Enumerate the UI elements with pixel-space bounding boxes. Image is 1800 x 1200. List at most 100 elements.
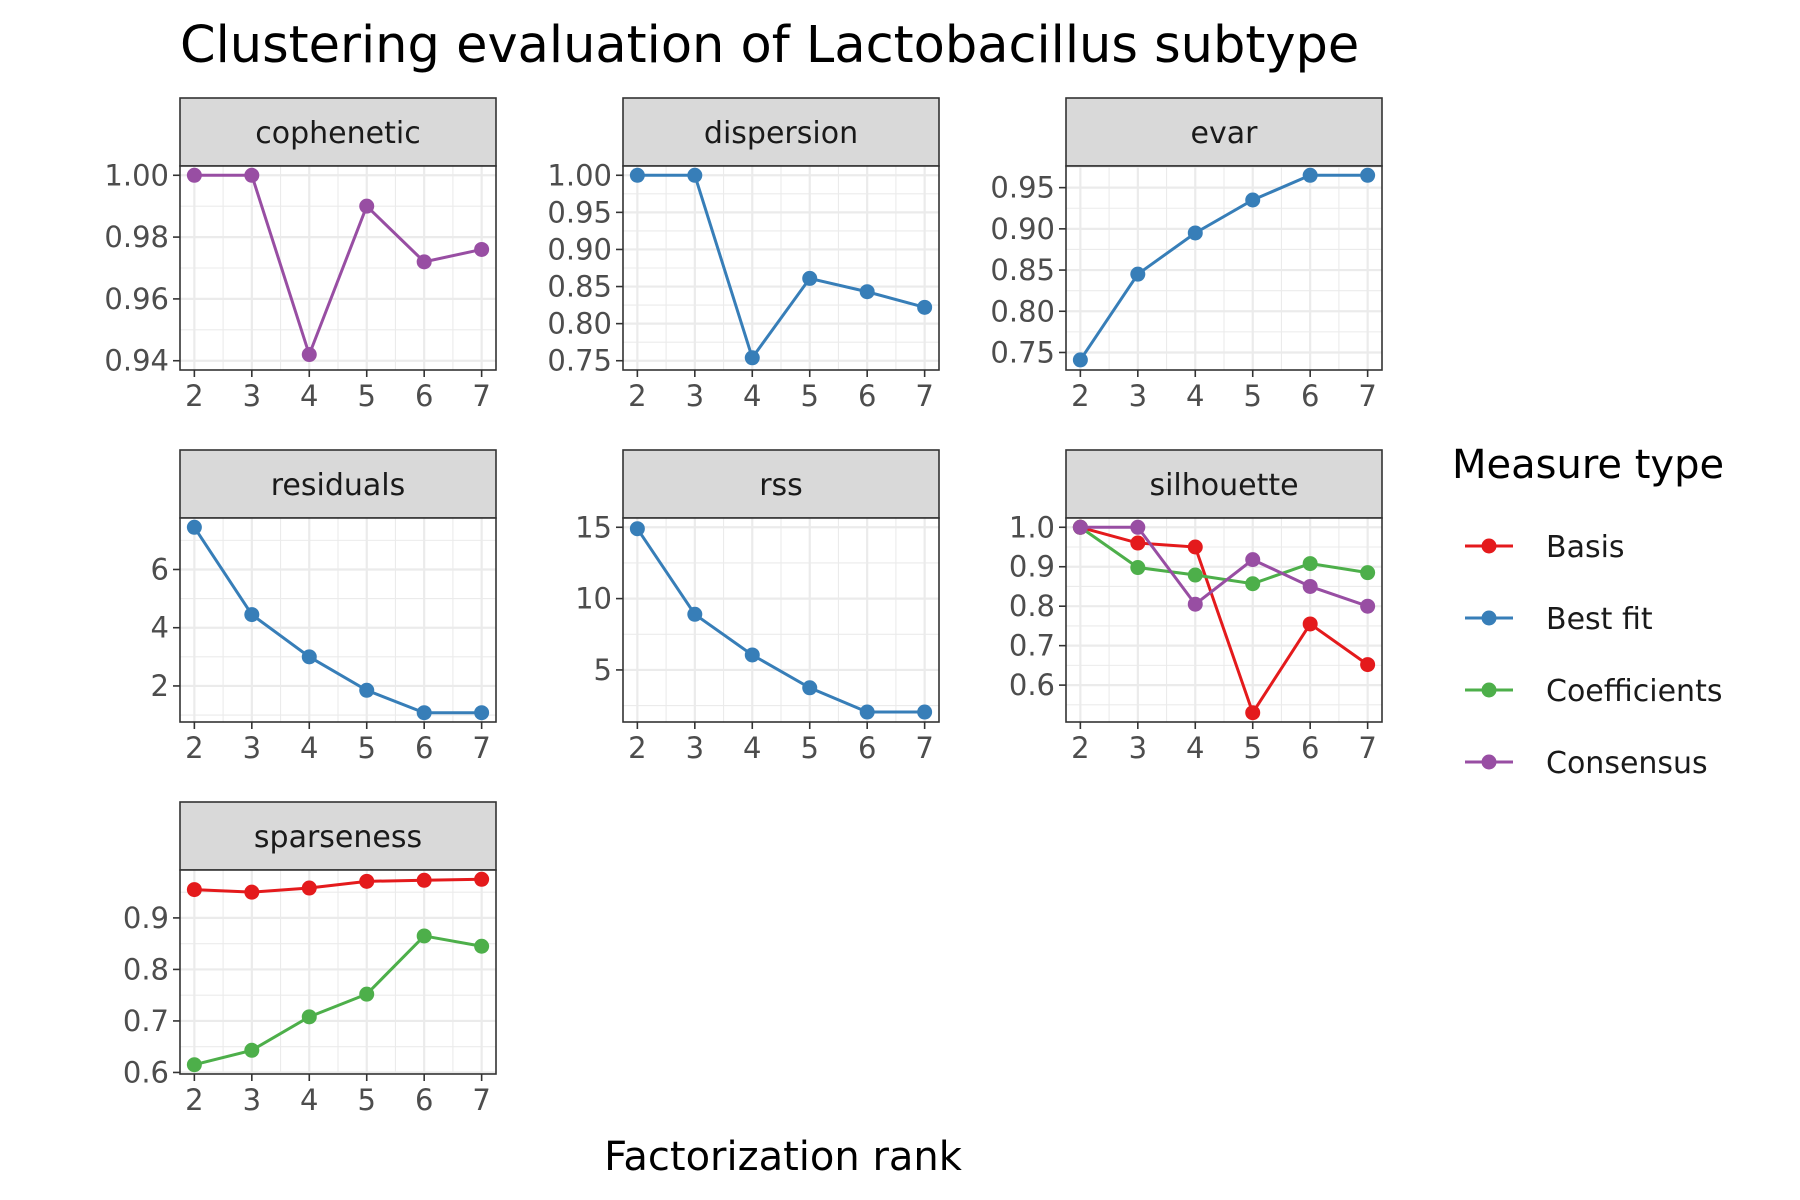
strip-cophenetic (179, 97, 497, 167)
strip-label-silhouette: silhouette (1149, 468, 1298, 503)
x-tick-label-residuals: 2 (185, 731, 203, 765)
gridlines-evar (1066, 166, 1382, 370)
data-point-evar-best-fit (1360, 167, 1376, 183)
data-point-rss-best-fit (802, 680, 818, 696)
x-tick-label-silhouette: 3 (1129, 731, 1147, 765)
data-point-silhouette-consensus (1245, 552, 1261, 568)
data-point-silhouette-consensus (1130, 519, 1146, 535)
legend-key-point (1481, 610, 1497, 626)
data-point-cophenetic-consensus (474, 241, 490, 257)
data-point-sparseness-basis (301, 880, 317, 896)
data-point-silhouette-basis (1245, 705, 1261, 721)
y-tick-label-silhouette: 1.0 (1009, 510, 1055, 544)
data-point-cophenetic-consensus (186, 167, 202, 183)
panel-border-rss (622, 517, 940, 723)
data-point-silhouette-coefficients (1130, 560, 1146, 576)
data-point-sparseness-coefficients (474, 938, 490, 954)
data-point-dispersion-best-fit (917, 299, 933, 315)
x-tick-label-dispersion: 6 (858, 379, 876, 413)
data-point-sparseness-coefficients (244, 1042, 260, 1058)
strip-label-residuals: residuals (271, 468, 406, 503)
data-point-silhouette-basis (1187, 539, 1203, 555)
data-point-rss-best-fit (859, 704, 875, 720)
strip-residuals (179, 449, 497, 519)
x-tick-label-evar: 3 (1129, 379, 1147, 413)
legend-item-basis: Basis (1465, 530, 1625, 565)
y-tick-label-cophenetic: 0.98 (104, 220, 169, 254)
x-tick-label-silhouette: 6 (1301, 731, 1319, 765)
data-point-evar-best-fit (1072, 352, 1088, 368)
data-point-dispersion-best-fit (687, 167, 703, 183)
x-tick-label-cophenetic: 2 (185, 379, 203, 413)
x-tick-label-silhouette: 4 (1186, 731, 1204, 765)
data-point-cophenetic-consensus (359, 198, 375, 214)
series-line-silhouette-coefficients (1079, 526, 1368, 586)
strip-label-sparseness: sparseness (254, 820, 422, 855)
data-point-sparseness-coefficients (186, 1057, 202, 1073)
data-point-rss-best-fit (629, 521, 645, 537)
y-tick-label-residuals: 4 (151, 611, 169, 645)
x-tick-label-residuals: 4 (300, 731, 318, 765)
legend-title: Measure type (1452, 442, 1724, 488)
x-tick-label-cophenetic: 3 (243, 379, 261, 413)
data-point-cophenetic-consensus (301, 347, 317, 363)
data-point-sparseness-basis (416, 872, 432, 888)
data-point-rss-best-fit (744, 647, 760, 663)
y-tick-label-sparseness: 0.9 (123, 901, 169, 935)
data-point-residuals-best-fit (301, 649, 317, 665)
x-tick-label-silhouette: 7 (1358, 731, 1376, 765)
strip-dispersion (622, 97, 940, 167)
legend: Measure type Basis Best fit Coefficients Co… (1452, 442, 1724, 781)
series-line-dispersion-best-fit (637, 173, 926, 362)
y-tick-label-sparseness: 0.8 (123, 952, 169, 986)
data-point-cophenetic-consensus (244, 167, 260, 183)
x-tick-label-rss: 7 (915, 731, 933, 765)
x-tick-label-residuals: 7 (472, 731, 490, 765)
chart-title: Clustering evaluation of Lactobacillus s… (180, 16, 1359, 75)
legend-key-point (1481, 754, 1497, 770)
x-tick-label-rss: 2 (628, 731, 646, 765)
legend-label: Best fit (1546, 602, 1653, 637)
y-tick-label-dispersion: 0.85 (547, 270, 612, 304)
x-tick-label-residuals: 5 (358, 731, 376, 765)
x-tick-label-sparseness: 5 (358, 1083, 376, 1117)
strip-silhouette (1065, 449, 1383, 519)
data-point-residuals-best-fit (244, 607, 260, 623)
y-tick-label-dispersion: 0.95 (547, 195, 612, 229)
legend-label: Basis (1546, 530, 1625, 565)
data-point-rss-best-fit (687, 606, 703, 622)
y-tick-label-evar: 0.95 (990, 171, 1055, 205)
x-tick-label-rss: 4 (743, 731, 761, 765)
data-point-dispersion-best-fit (859, 284, 875, 300)
panel-border-cophenetic (179, 165, 497, 371)
y-tick-label-dispersion: 0.75 (547, 344, 612, 378)
legend-item-coefficients: Coefficients (1465, 674, 1722, 709)
x-tick-label-rss: 6 (858, 731, 876, 765)
strip-sparseness (179, 801, 497, 871)
data-point-residuals-best-fit (186, 519, 202, 535)
panel-border-evar (1065, 165, 1383, 371)
x-tick-label-rss: 3 (686, 731, 704, 765)
data-point-evar-best-fit (1187, 225, 1203, 241)
y-tick-label-residuals: 2 (151, 669, 169, 703)
series-residuals-best-fit (186, 519, 490, 721)
y-tick-label-cophenetic: 0.94 (104, 344, 169, 378)
gridlines-silhouette (1066, 518, 1382, 722)
x-tick-label-cophenetic: 5 (358, 379, 376, 413)
x-tick-label-evar: 7 (1358, 379, 1376, 413)
data-point-evar-best-fit (1130, 266, 1146, 282)
data-point-silhouette-coefficients (1302, 556, 1318, 572)
series-line-sparseness-basis (194, 877, 482, 894)
y-tick-label-rss: 10 (575, 582, 612, 616)
strip-rss (622, 449, 940, 519)
legend-label: Consensus (1546, 746, 1708, 781)
x-tick-label-evar: 4 (1186, 379, 1204, 413)
data-point-residuals-best-fit (474, 705, 490, 721)
x-tick-label-cophenetic: 7 (472, 379, 490, 413)
panel-dispersion: dispersion 0.750.800.85 0.900.951.00 2 3 4 5 6 7 (547, 97, 940, 413)
gridlines-sparseness (180, 870, 496, 1074)
y-tick-label-residuals: 6 (151, 552, 169, 586)
legend-key-point (1481, 682, 1497, 698)
x-tick-label-rss: 5 (801, 731, 819, 765)
